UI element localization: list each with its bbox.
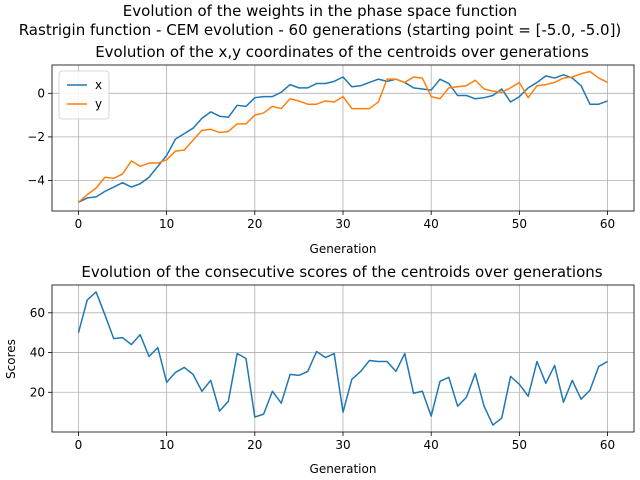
scores-chart-x-tick-label: 10: [159, 438, 174, 452]
scores-chart-x-tick-label: 50: [512, 438, 527, 452]
figure-title-line-1: Evolution of the weights in the phase sp…: [123, 2, 517, 20]
coordinates-chart-x-tick-label: 20: [247, 217, 262, 231]
coordinates-chart-y-tick-label: −2: [27, 130, 45, 144]
coordinates-chart-legend-label-y: y: [95, 97, 102, 111]
scores-chart-y-tick-label: 40: [30, 346, 45, 360]
coordinates-chart-x-axis-label: Generation: [310, 242, 377, 256]
scores-chart-series-line: [77, 291, 608, 426]
coordinates-chart-legend-box: [58, 70, 110, 120]
scores-chart-y-tick-label: 60: [30, 306, 45, 320]
coordinates-chart-x-tick-label: 10: [159, 217, 174, 231]
coordinates-chart-legend: xy: [58, 70, 110, 120]
coordinates-chart-x-tick-label: 30: [335, 217, 350, 231]
scores-chart-x-tick-label: 40: [424, 438, 439, 452]
scores-chart-x-tick-label: 30: [335, 438, 350, 452]
scores-chart-title: Evolution of the consecutive scores of t…: [81, 263, 602, 281]
figure-title-line-2: Rastrigin function - CEM evolution - 60 …: [19, 21, 622, 39]
scores-chart-y-axis-label: Scores: [4, 339, 18, 379]
coordinates-chart-x-tick-label: 0: [75, 217, 83, 231]
scores-chart-x-axis-label: Generation: [310, 462, 377, 476]
scores-chart-y-tick-label: 20: [30, 385, 45, 399]
coordinates-chart: Evolution of the x,y coordinates of the …: [27, 43, 635, 256]
scores-chart-x-tick-label: 60: [600, 438, 615, 452]
coordinates-chart-legend-label-x: x: [95, 78, 102, 92]
coordinates-chart-series-line-x: [78, 74, 608, 203]
coordinates-chart-x-tick-label: 60: [600, 217, 615, 231]
coordinates-chart-x-tick-label: 50: [512, 217, 527, 231]
scores-chart: Evolution of the consecutive scores of t…: [4, 263, 635, 476]
coordinates-chart-x-tick-label: 40: [424, 217, 439, 231]
coordinates-chart-series-line-y: [77, 70, 608, 203]
coordinates-chart-y-tick-label: −4: [27, 173, 45, 187]
scores-chart-x-tick-label: 0: [75, 438, 83, 452]
coordinates-chart-y-tick-label: 0: [37, 86, 45, 100]
coordinates-chart-title: Evolution of the x,y coordinates of the …: [95, 43, 589, 61]
scores-chart-x-tick-label: 20: [247, 438, 262, 452]
